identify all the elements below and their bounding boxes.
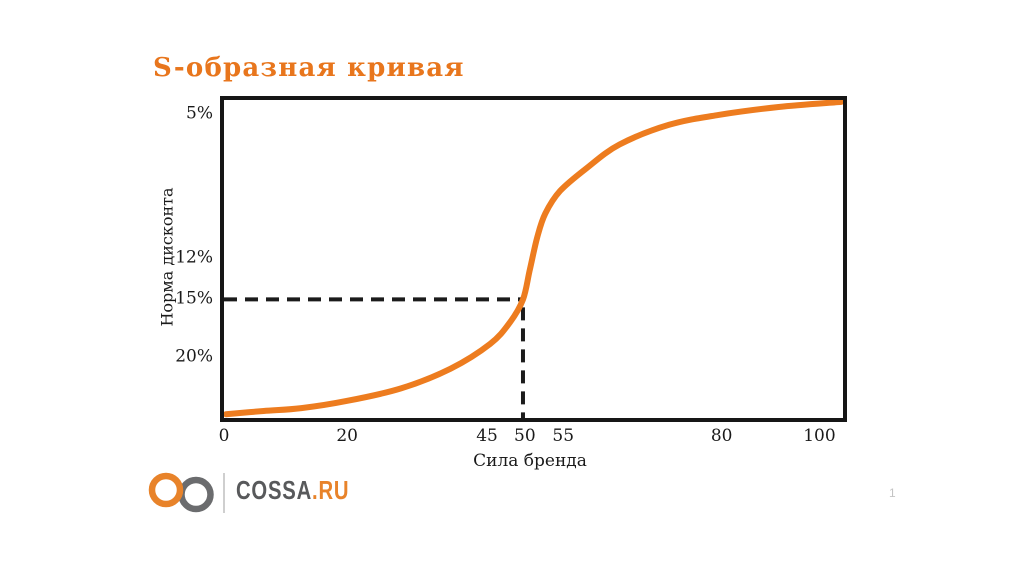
x-tick-50: 50 [514, 426, 536, 446]
page-number: 1 [889, 486, 896, 500]
x-tick-100: 100 [803, 426, 836, 446]
y-tick-20: 20% [175, 346, 213, 367]
y-tick-12: 12% [175, 247, 213, 268]
cossa-logo[interactable]: COSSA.RU [140, 465, 350, 521]
x-tick-20: 20 [336, 426, 358, 446]
x-tick-0: 0 [218, 426, 230, 446]
logo-gray-ring [178, 476, 214, 513]
logo-orange-ring [148, 472, 184, 508]
logo-text-cossa: COSSA [236, 475, 313, 505]
chart-plot-area: 5% 12% 15% 20% 0 20 45 50 55 80 100 [175, 96, 847, 446]
infinity-logo-icon [148, 472, 225, 513]
x-tick-45: 45 [476, 426, 498, 446]
x-axis-title: Сила бренда [473, 451, 587, 471]
y-axis-title: Норма дисконта [157, 187, 177, 327]
x-tick-80: 80 [710, 426, 733, 446]
logo-text: COSSA.RU [236, 477, 349, 503]
page-title: S-образная кривая [153, 53, 465, 83]
y-tick-15: 15% [175, 288, 213, 309]
s-curve-line [224, 100, 843, 418]
s-curve-chart [224, 100, 843, 418]
logo-text-ru: .RU [312, 475, 350, 505]
x-tick-55: 55 [552, 426, 575, 446]
y-tick-5: 5% [186, 103, 213, 124]
